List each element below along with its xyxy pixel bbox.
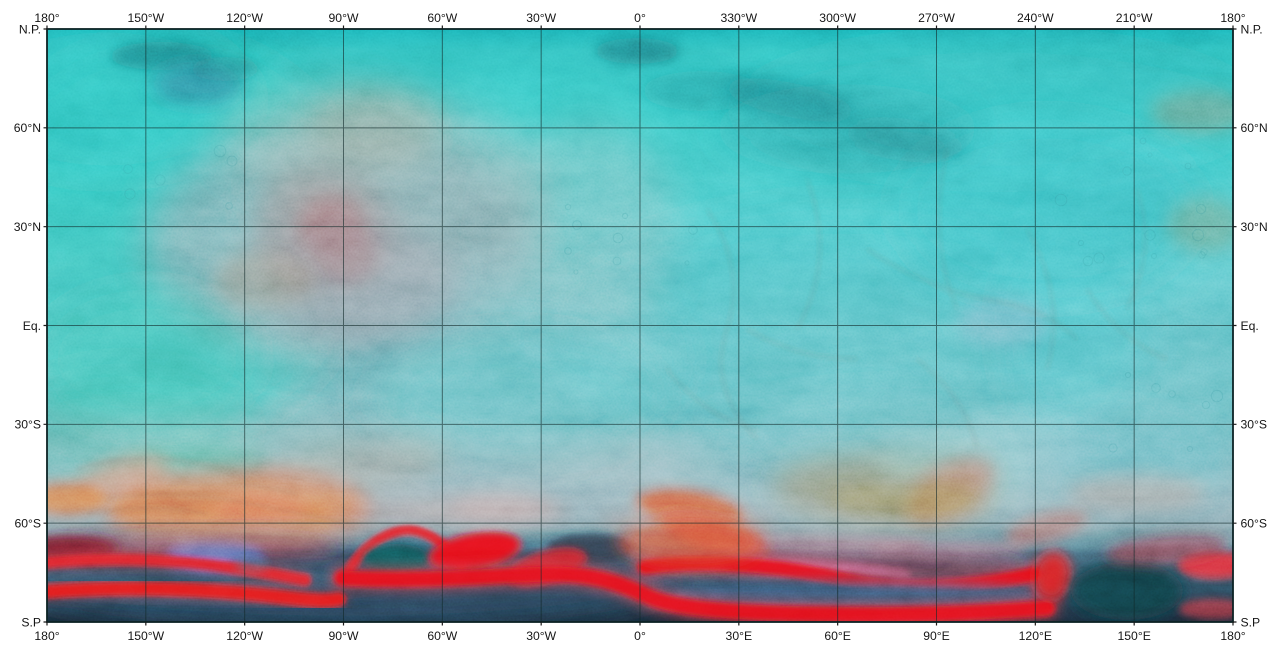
- svg-text:0°: 0°: [634, 11, 646, 25]
- svg-text:60°W: 60°W: [427, 629, 457, 643]
- svg-text:60°S: 60°S: [1241, 516, 1268, 530]
- svg-text:60°S: 60°S: [14, 516, 41, 530]
- svg-text:30°W: 30°W: [526, 629, 556, 643]
- svg-text:30°W: 30°W: [526, 11, 556, 25]
- svg-text:120°W: 120°W: [226, 11, 263, 25]
- svg-text:90°W: 90°W: [329, 629, 359, 643]
- svg-text:90°E: 90°E: [923, 629, 950, 643]
- svg-text:N.P.: N.P.: [1241, 22, 1263, 36]
- svg-text:60°E: 60°E: [824, 629, 851, 643]
- svg-text:120°W: 120°W: [226, 629, 263, 643]
- svg-text:270°W: 270°W: [918, 11, 955, 25]
- svg-text:30°E: 30°E: [726, 629, 753, 643]
- svg-text:30°N: 30°N: [14, 220, 41, 234]
- svg-text:210°W: 210°W: [1116, 11, 1153, 25]
- svg-text:S.P: S.P: [1241, 615, 1261, 629]
- svg-text:30°S: 30°S: [14, 418, 41, 432]
- svg-text:0°: 0°: [634, 629, 646, 643]
- svg-text:150°E: 150°E: [1117, 629, 1150, 643]
- svg-text:Eq.: Eq.: [1241, 319, 1259, 333]
- svg-text:300°W: 300°W: [819, 11, 856, 25]
- svg-text:180°: 180°: [34, 629, 59, 643]
- svg-text:90°W: 90°W: [329, 11, 359, 25]
- svg-text:330°W: 330°W: [720, 11, 757, 25]
- svg-text:60°N: 60°N: [1241, 121, 1268, 135]
- svg-text:N.P.: N.P.: [19, 22, 41, 36]
- svg-text:Eq.: Eq.: [23, 319, 41, 333]
- svg-text:60°N: 60°N: [14, 121, 41, 135]
- svg-text:30°N: 30°N: [1241, 220, 1268, 234]
- svg-text:60°W: 60°W: [427, 11, 457, 25]
- svg-text:240°W: 240°W: [1017, 11, 1054, 25]
- svg-text:180°: 180°: [1220, 629, 1245, 643]
- svg-text:150°W: 150°W: [127, 11, 164, 25]
- svg-text:S.P: S.P: [21, 615, 41, 629]
- svg-text:150°W: 150°W: [127, 629, 164, 643]
- svg-text:30°S: 30°S: [1241, 418, 1268, 432]
- svg-text:180°: 180°: [34, 11, 59, 25]
- svg-text:180°: 180°: [1220, 11, 1245, 25]
- svg-text:120°E: 120°E: [1019, 629, 1052, 643]
